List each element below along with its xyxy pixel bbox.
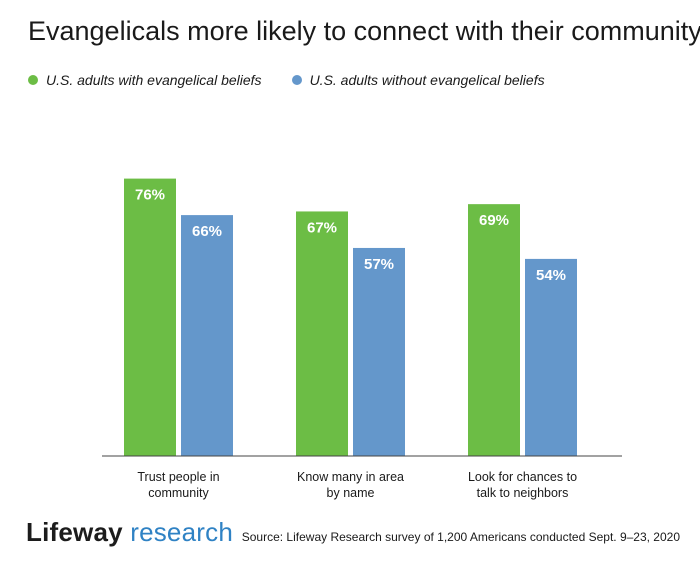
legend-item-non-evangelical: U.S. adults without evangelical beliefs [291,72,545,88]
bar-evangelical-2 [296,211,348,456]
category-label: by name [327,486,375,500]
logo-text-research: research [130,517,233,547]
chart-title: Evangelicals more likely to connect with… [28,16,700,46]
legend-label-non-evangelical: U.S. adults without evangelical beliefs [309,72,545,88]
bar-evangelical-1 [124,178,176,456]
bar-value-label: 69% [479,212,509,229]
bar-non-evangelical-2 [353,247,405,456]
bar-value-label: 54% [536,267,566,284]
bar-value-label: 66% [192,223,222,240]
bar-value-label: 76% [135,187,165,204]
legend-swatch-non-evangelical [291,75,302,85]
lifeway-research-logo: Lifeway research [26,517,233,548]
category-label: community [148,486,209,500]
legend: U.S. adults with evangelical beliefs U.S… [28,72,545,88]
logo-text-lifeway: Lifeway [26,517,123,547]
bar-non-evangelical-3 [525,258,577,456]
bar-value-label: 57% [364,256,394,273]
category-label: Look for chances to [468,470,577,484]
legend-item-evangelical: U.S. adults with evangelical beliefs [28,72,262,88]
category-label: Trust people in [137,470,219,484]
category-label: talk to neighbors [477,486,569,500]
source-note: Source: Lifeway Research survey of 1,200… [241,530,680,544]
bar-evangelical-3 [468,204,520,456]
bar-non-evangelical-1 [181,215,233,456]
legend-label-evangelical: U.S. adults with evangelical beliefs [46,72,262,88]
bar-value-label: 67% [307,219,337,236]
legend-swatch-evangelical [28,75,38,85]
category-label: Know many in area [297,470,404,484]
